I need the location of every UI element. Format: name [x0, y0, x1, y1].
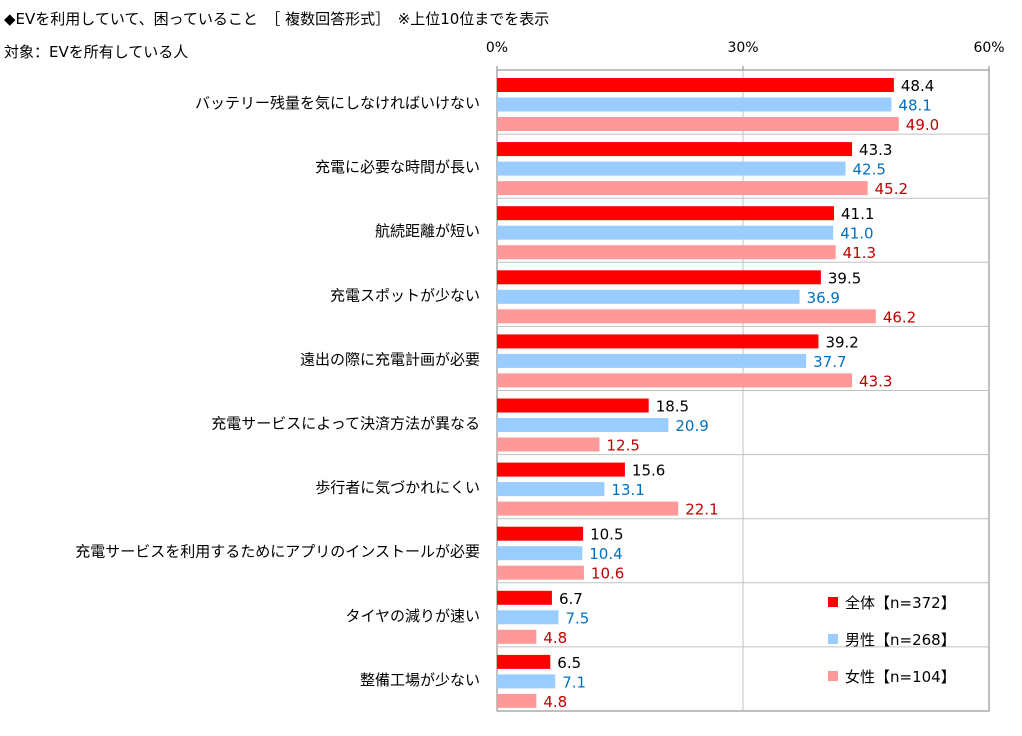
category-label: バッテリー残量を気にしなければいけない: [195, 94, 480, 112]
category-label: 充電サービスを利用するためにアプリのインストールが必要: [75, 543, 480, 561]
bar-female: [497, 565, 584, 580]
bar-male: [497, 289, 800, 304]
data-label-female: 4.8: [543, 693, 567, 711]
data-label-all: 39.5: [828, 269, 861, 287]
bar-male: [497, 482, 605, 497]
bar-all: [497, 206, 835, 221]
data-label-all: 15.6: [632, 462, 665, 480]
data-label-female: 22.1: [685, 501, 718, 519]
data-label-female: 4.8: [543, 629, 567, 647]
legend-label: 女性【n=104】: [845, 668, 956, 686]
bar-all: [497, 270, 821, 285]
data-label-all: 41.1: [841, 205, 874, 223]
bar-all: [497, 398, 649, 413]
data-label-female: 49.0: [906, 116, 939, 134]
data-label-female: 46.2: [883, 308, 916, 326]
bar-all: [497, 462, 625, 477]
bar-all: [497, 142, 853, 157]
category-label: 充電サービスによって決済方法が異なる: [211, 415, 480, 433]
category-label: 遠出の際に充電計画が必要: [300, 350, 480, 368]
legend-swatch: [828, 597, 838, 607]
data-label-all: 10.5: [590, 526, 623, 544]
category-label: 航続距離が短い: [375, 222, 480, 240]
x-tick-label: 30%: [727, 40, 758, 56]
bar-female: [497, 245, 836, 260]
bar-female: [497, 309, 876, 324]
data-label-male: 20.9: [675, 417, 708, 435]
data-label-all: 48.4: [901, 77, 934, 95]
legend-label: 男性【n=268】: [845, 631, 956, 649]
data-label-male: 41.0: [840, 225, 873, 243]
legend-swatch: [828, 634, 838, 644]
bar-male: [497, 610, 559, 625]
data-label-female: 10.6: [591, 565, 624, 583]
bar-male: [497, 225, 834, 240]
data-label-female: 43.3: [859, 372, 892, 390]
legend-label: 全体【n=372】: [845, 594, 956, 612]
bar-female: [497, 693, 537, 708]
data-label-female: 12.5: [607, 437, 640, 455]
bar-female: [497, 181, 868, 196]
bar-male: [497, 353, 807, 368]
data-label-all: 6.5: [557, 654, 581, 672]
data-label-all: 6.7: [559, 590, 583, 608]
data-label-all: 39.2: [825, 333, 858, 351]
bar-male: [497, 546, 583, 561]
data-label-female: 45.2: [875, 180, 908, 198]
data-label-male: 48.1: [898, 97, 931, 115]
bar-female: [497, 629, 537, 644]
bar-male: [497, 97, 892, 112]
data-label-male: 13.1: [611, 481, 644, 499]
bar-all: [497, 526, 584, 541]
bar-all: [497, 590, 552, 605]
x-tick-label: 0%: [486, 40, 508, 56]
data-label-male: 42.5: [853, 161, 886, 179]
bar-all: [497, 78, 894, 92]
category-label: 整備工場が少ない: [360, 671, 480, 689]
category-label: タイヤの減りが速い: [345, 607, 480, 625]
data-label-male: 36.9: [807, 289, 840, 307]
data-label-all: 18.5: [656, 398, 689, 416]
data-label-male: 7.1: [562, 673, 586, 691]
bar-female: [497, 373, 853, 388]
data-label-male: 37.7: [813, 353, 846, 371]
category-label: 充電に必要な時間が長い: [315, 158, 480, 176]
category-label: 歩行者に気づかれにくい: [315, 479, 480, 497]
data-label-all: 43.3: [859, 141, 892, 159]
data-label-female: 41.3: [843, 244, 876, 262]
chart-title: ◆EVを利用していて、困っていること ［ 複数回答形式］ ※上位10位までを表示: [4, 10, 550, 28]
bar-all: [497, 334, 819, 349]
bar-all: [497, 654, 551, 669]
bar-female: [497, 501, 679, 516]
legend-swatch: [828, 671, 838, 681]
bar-male: [497, 674, 556, 689]
x-tick-label: 60%: [973, 40, 1004, 56]
data-label-male: 7.5: [566, 609, 590, 627]
bar-male: [497, 161, 846, 176]
bar-female: [497, 437, 600, 452]
category-label: 充電スポットが少ない: [330, 286, 480, 304]
data-label-male: 10.4: [589, 545, 622, 563]
bar-female: [497, 117, 899, 131]
chart-target-note: 対象：EVを所有している人: [4, 43, 189, 61]
bar-male: [497, 418, 669, 432]
